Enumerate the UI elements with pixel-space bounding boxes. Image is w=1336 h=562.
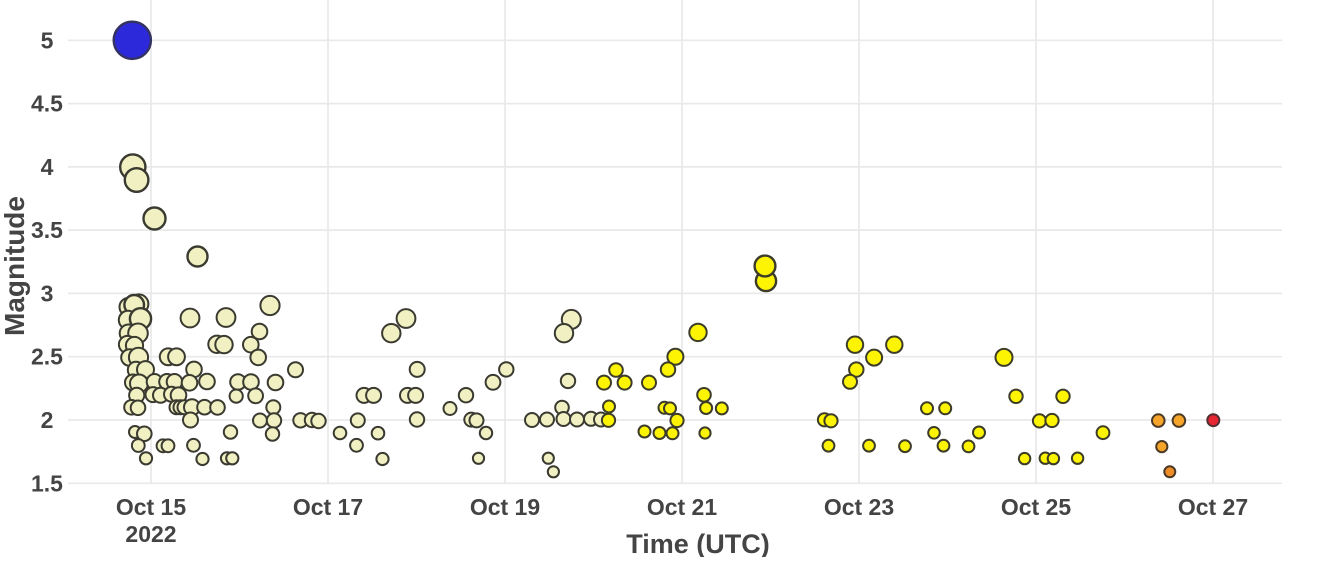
svg-text:4.5: 4.5 <box>31 91 63 117</box>
svg-text:Oct 15: Oct 15 <box>116 494 187 520</box>
svg-text:Oct 21: Oct 21 <box>647 494 718 520</box>
svg-text:Magnitude: Magnitude <box>0 196 30 336</box>
svg-text:Oct 23: Oct 23 <box>824 494 894 520</box>
svg-text:1.5: 1.5 <box>31 470 63 496</box>
svg-text:2022: 2022 <box>125 521 176 547</box>
svg-text:4: 4 <box>41 154 54 180</box>
svg-text:Oct 17: Oct 17 <box>293 494 363 520</box>
svg-text:Time (UTC): Time (UTC) <box>626 529 770 557</box>
svg-text:3: 3 <box>41 280 54 306</box>
svg-text:Oct 27: Oct 27 <box>1178 494 1248 520</box>
svg-text:2.5: 2.5 <box>31 344 63 370</box>
svg-text:2: 2 <box>41 407 54 433</box>
svg-text:5: 5 <box>41 27 54 53</box>
svg-text:Oct 19: Oct 19 <box>470 494 540 520</box>
svg-text:Oct 25: Oct 25 <box>1001 494 1072 520</box>
svg-text:3.5: 3.5 <box>31 217 63 243</box>
